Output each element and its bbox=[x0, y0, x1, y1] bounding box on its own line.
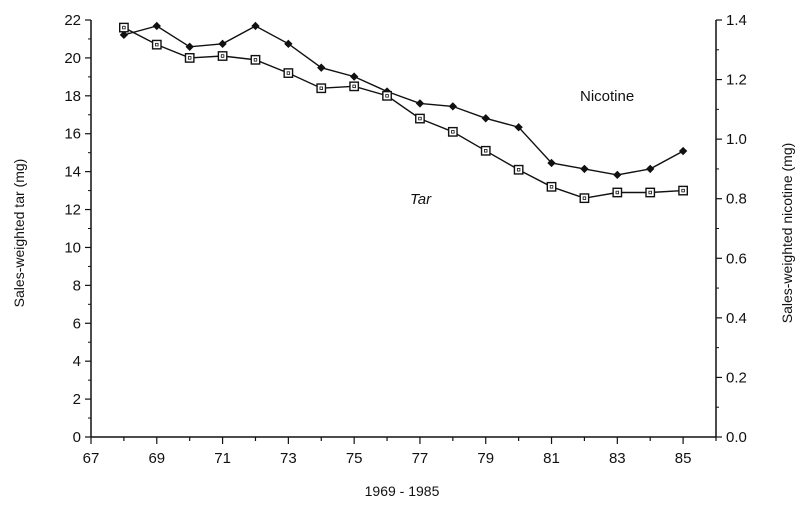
tar-point-inner bbox=[220, 54, 225, 58]
y-left-tick-label: 22 bbox=[64, 12, 81, 29]
tar-point-inner bbox=[451, 130, 455, 134]
nicotine-line bbox=[123, 25, 684, 176]
tar-point bbox=[447, 126, 458, 137]
y-axis-right-title: Sales-weighted nicotine (mg) bbox=[779, 143, 795, 324]
series-layer bbox=[118, 21, 689, 204]
y-right-tick-label: 1.0 bbox=[726, 131, 747, 148]
x-tick-label: 75 bbox=[346, 450, 363, 467]
axes: 67 69 71 73 75 77 79 81 83 85 0 2 4 6 8 10 12 14 16 18 20 22 0… bbox=[64, 12, 747, 467]
tar-point-inner bbox=[549, 185, 554, 189]
y-left-tick-label: 2 bbox=[73, 391, 81, 408]
x-tick-label: 77 bbox=[412, 450, 429, 467]
nicotine-point bbox=[415, 99, 425, 108]
y-right-tick-label: 0.0 bbox=[726, 429, 747, 446]
nicotine-point bbox=[613, 170, 622, 180]
tar-line bbox=[123, 26, 684, 199]
y-left-tick-label: 16 bbox=[64, 126, 81, 143]
tar-point bbox=[184, 53, 195, 63]
nicotine-point bbox=[251, 21, 260, 31]
nicotine-point bbox=[514, 123, 523, 132]
tar-point-inner bbox=[418, 116, 422, 121]
nicotine-point bbox=[185, 42, 194, 51]
tar-point-inner bbox=[385, 94, 389, 98]
tar-point-inner bbox=[319, 86, 323, 90]
x-tick-label: 85 bbox=[675, 450, 692, 467]
y-right-tick-label: 0.6 bbox=[726, 250, 747, 267]
y-axis-left-title: Sales-weighted tar (mg) bbox=[11, 159, 27, 308]
nicotine-point bbox=[284, 39, 293, 48]
y-right-tick-label: 0.4 bbox=[726, 310, 747, 327]
tar-point bbox=[349, 81, 360, 92]
y-left-tick-label: 6 bbox=[73, 315, 81, 332]
nicotine-point bbox=[152, 21, 161, 31]
tar-point-inner bbox=[582, 196, 587, 200]
tar-point bbox=[612, 187, 623, 198]
tar-point bbox=[645, 187, 656, 198]
tar-point-inner bbox=[286, 71, 291, 75]
tar-point bbox=[283, 68, 294, 78]
nicotine-point bbox=[580, 164, 589, 174]
tar-point-inner bbox=[615, 190, 620, 195]
nicotine-point bbox=[646, 164, 655, 174]
tar-point-inner bbox=[122, 25, 126, 30]
tar-point bbox=[546, 181, 557, 192]
nicotine-point bbox=[547, 158, 556, 168]
tar-point bbox=[678, 185, 689, 196]
tar-point bbox=[118, 22, 129, 33]
tar-point bbox=[250, 54, 261, 65]
tar-point-inner bbox=[352, 84, 356, 89]
y-left-tick-label: 18 bbox=[64, 88, 81, 105]
y-right-tick-label: 0.2 bbox=[726, 369, 747, 386]
x-tick-label: 83 bbox=[609, 450, 626, 467]
x-tick-label: 81 bbox=[543, 450, 560, 467]
x-tick-label: 73 bbox=[280, 450, 297, 467]
x-tick-label: 79 bbox=[477, 450, 494, 467]
tar-point bbox=[382, 90, 392, 101]
tar-point bbox=[151, 39, 162, 50]
tar-point-inner bbox=[681, 188, 685, 193]
y-left-tick-label: 14 bbox=[64, 164, 81, 181]
tar-series-label: Tar bbox=[410, 191, 432, 208]
nicotine-point bbox=[317, 63, 326, 72]
tar-point bbox=[415, 113, 425, 124]
y-left-tick-label: 8 bbox=[73, 277, 81, 294]
nicotine-point bbox=[119, 30, 129, 40]
tar-point-inner bbox=[155, 42, 159, 47]
tar-point-inner bbox=[253, 58, 258, 62]
y-right-tick-label: 1.2 bbox=[726, 72, 747, 89]
y-left-tick-label: 4 bbox=[73, 353, 81, 370]
x-tick-label: 71 bbox=[214, 450, 231, 467]
tar-point-inner bbox=[516, 168, 521, 172]
nicotine-point bbox=[481, 114, 490, 123]
y-left-tick-label: 20 bbox=[64, 50, 81, 67]
tar-point bbox=[316, 83, 327, 94]
y-left-tick-label: 0 bbox=[73, 429, 81, 446]
y-left-tick-label: 10 bbox=[64, 239, 81, 256]
nicotine-point bbox=[678, 146, 688, 156]
y-right-tick-label: 0.8 bbox=[726, 191, 747, 208]
nicotine-point bbox=[218, 39, 227, 48]
tar-point-inner bbox=[648, 190, 652, 195]
tar-point bbox=[579, 193, 590, 204]
tar-point-inner bbox=[484, 149, 488, 153]
tar-point bbox=[480, 145, 491, 156]
tar-point bbox=[217, 51, 228, 61]
nicotine-point bbox=[349, 72, 359, 81]
y-left-tick-label: 12 bbox=[64, 202, 81, 219]
nicotine-series-label: Nicotine bbox=[580, 88, 634, 105]
x-axis-title: 1969 - 1985 bbox=[365, 483, 440, 499]
x-tick-label: 67 bbox=[83, 450, 100, 467]
tar-point-inner bbox=[187, 56, 192, 60]
tar-point bbox=[513, 164, 524, 175]
nicotine-point bbox=[448, 102, 458, 111]
y-right-tick-label: 1.4 bbox=[726, 12, 747, 29]
x-tick-label: 69 bbox=[148, 450, 165, 467]
